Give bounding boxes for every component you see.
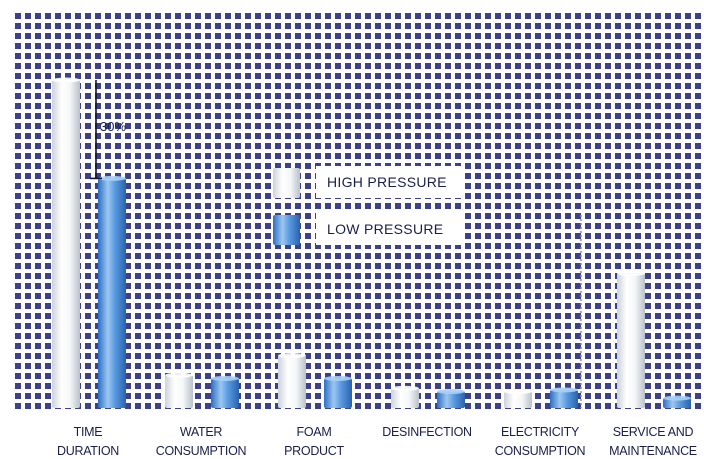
bar-cap-1-0 (98, 175, 126, 181)
bar-cap-1-2 (324, 375, 352, 381)
x-tick-label-4-0: ELECTRICITY (501, 425, 580, 439)
bars-group (52, 77, 691, 408)
x-tick-label-2-1: PRODUCT (284, 444, 344, 458)
bar-cap-0-4 (504, 389, 532, 395)
plot-background (12, 10, 704, 410)
bar-low-pressure-4 (550, 389, 578, 408)
bar-low-pressure-3 (437, 391, 465, 408)
legend: HIGH PRESSURE LOW PRESSURE (273, 166, 464, 245)
annotation-label: 30% (100, 119, 126, 134)
x-tick-label-0-0: TIME (74, 425, 103, 439)
legend-label-0: HIGH PRESSURE (327, 174, 447, 190)
bar-high-pressure-5 (617, 273, 645, 408)
bar-cap-0-3 (391, 385, 419, 391)
bar-high-pressure-4 (504, 391, 532, 408)
x-axis-labels: TIME DURATION WATER CONSUMPTION FOAM PRODUCT D… (57, 425, 697, 458)
bar-low-pressure-2 (324, 378, 352, 408)
bar-high-pressure-3 (391, 388, 419, 408)
legend-label-box-0 (316, 166, 464, 198)
bar-cap-1-5 (663, 395, 691, 401)
legend-label-1: LOW PRESSURE (327, 221, 443, 237)
x-tick-label-2-0: FOAM (297, 425, 332, 439)
bar-high-pressure-1 (165, 375, 193, 408)
annotation-group: 30% (90, 80, 126, 180)
bar-cap-1-1 (211, 375, 239, 381)
x-tick-label-0-1: DURATION (57, 444, 119, 458)
bar-cap-1-4 (550, 387, 578, 393)
x-tick-label-1-0: WATER (180, 425, 223, 439)
x-tick-label-3-0: DESINFECTION (382, 425, 472, 439)
bar-low-pressure-0 (98, 178, 126, 408)
bar-cap-0-1 (165, 372, 193, 378)
bar-high-pressure-0 (52, 80, 80, 408)
legend-label-box-1 (316, 213, 464, 245)
bar-cap-1-3 (437, 389, 465, 395)
bar-low-pressure-5 (663, 398, 691, 408)
bar-high-pressure-2 (278, 355, 306, 408)
x-tick-label-1-1: CONSUMPTION (156, 444, 247, 458)
x-tick-label-4-1: CONSUMPTION (495, 444, 586, 458)
bar-cap-0-0 (52, 77, 80, 83)
legend-swatch-1 (273, 215, 300, 245)
bar-low-pressure-1 (211, 378, 239, 408)
x-tick-label-5-1: MAINTENANCE (609, 444, 697, 458)
x-tick-label-5-0: SERVICE AND (613, 425, 694, 439)
legend-swatch-0 (273, 168, 300, 198)
bar-cap-0-5 (617, 271, 645, 277)
bar-cap-0-2 (278, 353, 306, 359)
